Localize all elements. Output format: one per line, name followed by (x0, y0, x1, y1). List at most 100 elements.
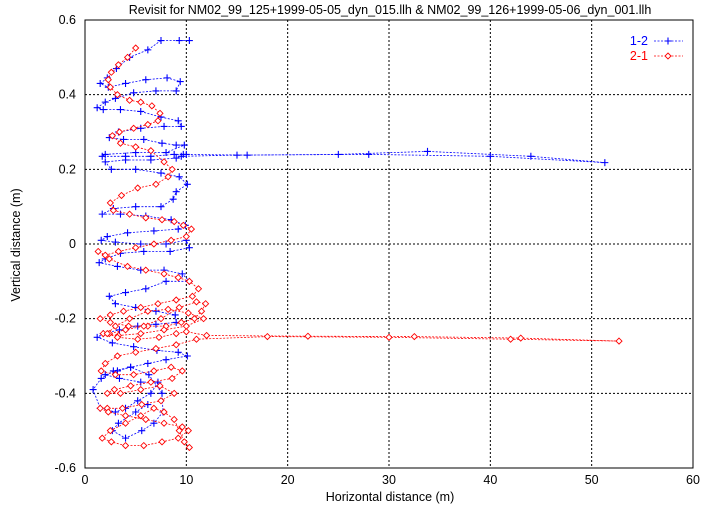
data-point-2-1 (121, 441, 130, 450)
data-point-2-1 (144, 307, 152, 315)
data-point-2-1 (98, 434, 106, 442)
data-point-2-1 (172, 329, 180, 338)
data-point-1-2 (150, 227, 158, 235)
data-point-2-1 (152, 344, 160, 353)
data-point-1-2 (96, 79, 104, 87)
data-point-2-1 (115, 128, 124, 136)
data-point-2-1 (140, 322, 148, 330)
data-point-1-2 (334, 150, 342, 158)
data-point-2-1 (101, 359, 109, 368)
data-point-1-2 (162, 356, 170, 364)
data-point-1-2 (169, 195, 177, 203)
data-point-2-1 (170, 415, 178, 424)
data-point-2-1 (174, 273, 182, 282)
data-point-2-1 (263, 332, 272, 341)
data-point-1-2 (116, 106, 124, 114)
data-point-1-2 (122, 79, 130, 87)
data-point-1-2 (172, 188, 180, 196)
data-point-1-2 (105, 292, 113, 300)
legend-label: 2-1 (630, 49, 648, 63)
data-point-2-1 (157, 397, 165, 405)
data-point-1-2 (157, 37, 165, 45)
data-point-2-1 (104, 76, 112, 84)
data-point-2-1 (184, 427, 192, 435)
data-point-2-1 (155, 333, 163, 341)
data-point-2-1 (160, 408, 168, 416)
y-tick-label: 0 (69, 237, 76, 251)
data-point-1-2 (140, 135, 148, 143)
data-point-1-2 (97, 374, 105, 382)
data-point-1-2 (157, 169, 165, 177)
data-point-1-2 (171, 311, 179, 319)
data-point-2-1 (157, 315, 165, 323)
data-point-2-1 (138, 400, 146, 409)
data-point-1-2 (144, 401, 152, 409)
data-point-1-2 (115, 326, 123, 334)
data-point-2-1 (106, 311, 114, 319)
data-point-1-2 (486, 152, 494, 160)
data-point-1-2 (182, 150, 190, 158)
data-point-2-1 (172, 296, 180, 304)
data-point-2-1 (192, 298, 201, 306)
data-point-2-1 (148, 102, 156, 110)
data-point-2-1 (119, 307, 128, 315)
data-point-1-2 (127, 363, 135, 371)
data-point-2-1 (190, 315, 199, 323)
x-axis-label: Horizontal distance (m) (326, 490, 455, 504)
data-point-2-1 (168, 374, 176, 383)
data-point-2-1 (167, 363, 175, 371)
series-1-2 (89, 37, 609, 442)
data-point-1-2 (98, 210, 106, 218)
data-point-2-1 (182, 232, 190, 241)
data-point-2-1 (156, 382, 164, 390)
data-point-1-2 (132, 165, 140, 173)
data-point-1-2 (176, 78, 184, 86)
data-point-2-1 (164, 173, 172, 181)
data-point-1-2 (365, 150, 373, 158)
data-point-1-2 (162, 277, 170, 285)
x-tick-label: 60 (686, 473, 700, 487)
y-tick-label: -0.2 (54, 312, 76, 326)
data-point-2-1 (174, 434, 182, 442)
data-point-2-1 (147, 147, 155, 155)
data-point-2-1 (104, 408, 112, 416)
data-point-2-1 (118, 404, 127, 412)
data-point-2-1 (194, 285, 203, 293)
data-point-2-1 (103, 329, 111, 338)
data-point-2-1 (130, 371, 138, 379)
data-point-1-2 (115, 374, 123, 382)
data-point-2-1 (132, 143, 140, 151)
data-point-2-1 (108, 132, 116, 140)
data-point-2-1 (125, 210, 134, 218)
data-point-1-2 (124, 229, 132, 237)
data-point-1-2 (147, 156, 155, 164)
data-point-1-2 (158, 389, 166, 397)
data-point-2-1 (304, 332, 312, 340)
data-point-2-1 (178, 367, 186, 375)
x-tick-label: 20 (281, 473, 295, 487)
y-tick-label: -0.4 (54, 386, 76, 400)
data-point-2-1 (123, 262, 132, 271)
x-tick-label: 10 (179, 473, 193, 487)
data-point-2-1 (130, 124, 138, 132)
data-series (89, 37, 623, 452)
data-point-2-1 (615, 337, 623, 345)
data-point-2-1 (106, 318, 114, 327)
data-point-1-2 (601, 159, 609, 167)
data-point-2-1 (160, 326, 168, 334)
data-point-2-1 (188, 292, 197, 300)
legend-label: 1-2 (630, 34, 648, 48)
data-point-2-1 (385, 333, 393, 341)
legend-marker (664, 37, 672, 45)
data-point-1-2 (89, 386, 97, 394)
data-point-2-1 (177, 318, 185, 327)
data-point-1-2 (134, 397, 142, 405)
data-point-1-2 (111, 408, 119, 416)
data-point-1-2 (163, 74, 171, 82)
data-point-1-2 (183, 352, 191, 360)
data-point-2-1 (124, 322, 133, 330)
data-point-2-1 (106, 199, 114, 207)
data-point-2-1 (175, 427, 183, 435)
data-point-2-1 (164, 305, 172, 313)
data-point-1-2 (130, 89, 138, 97)
